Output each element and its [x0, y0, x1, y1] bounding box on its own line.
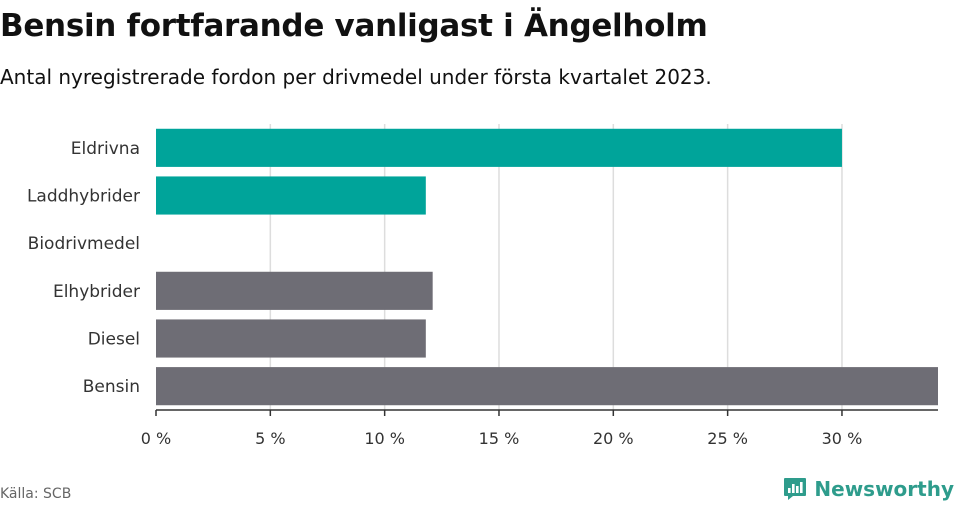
- category-label: Laddhybrider: [27, 187, 140, 207]
- x-tick-label: 0 %: [141, 429, 171, 448]
- bar: [156, 176, 426, 215]
- category-label: Biodrivmedel: [28, 234, 140, 254]
- bar: [156, 367, 938, 406]
- x-tick-label: 25 %: [707, 429, 748, 448]
- bar: [156, 319, 426, 358]
- bar: [156, 128, 842, 167]
- x-tick-label: 15 %: [479, 429, 520, 448]
- category-label: Eldrivna: [71, 139, 140, 159]
- newsworthy-logo-icon: [784, 478, 807, 500]
- brand-logo: Newsworthy: [782, 476, 954, 502]
- bar-chart: Eldrivna Laddhybrider Biodrivmedel Elhybrid…: [27, 124, 938, 448]
- chart-subtitle: Antal nyregistrerade fordon per drivmede…: [0, 65, 712, 89]
- source-note: Källa: SCB: [0, 486, 72, 502]
- category-label: Bensin: [83, 377, 140, 397]
- bar: [156, 271, 433, 310]
- x-tick-label: 5 %: [255, 429, 285, 448]
- category-label: Diesel: [88, 330, 140, 350]
- x-tick-label: 30 %: [822, 429, 863, 448]
- x-tick-label: 20 %: [593, 429, 634, 448]
- x-tick-label: 10 %: [364, 429, 405, 448]
- chart-title: Bensin fortfarande vanligast i Ängelholm: [0, 8, 708, 44]
- category-label: Elhybrider: [53, 282, 140, 302]
- brand-name: Newsworthy: [814, 477, 954, 501]
